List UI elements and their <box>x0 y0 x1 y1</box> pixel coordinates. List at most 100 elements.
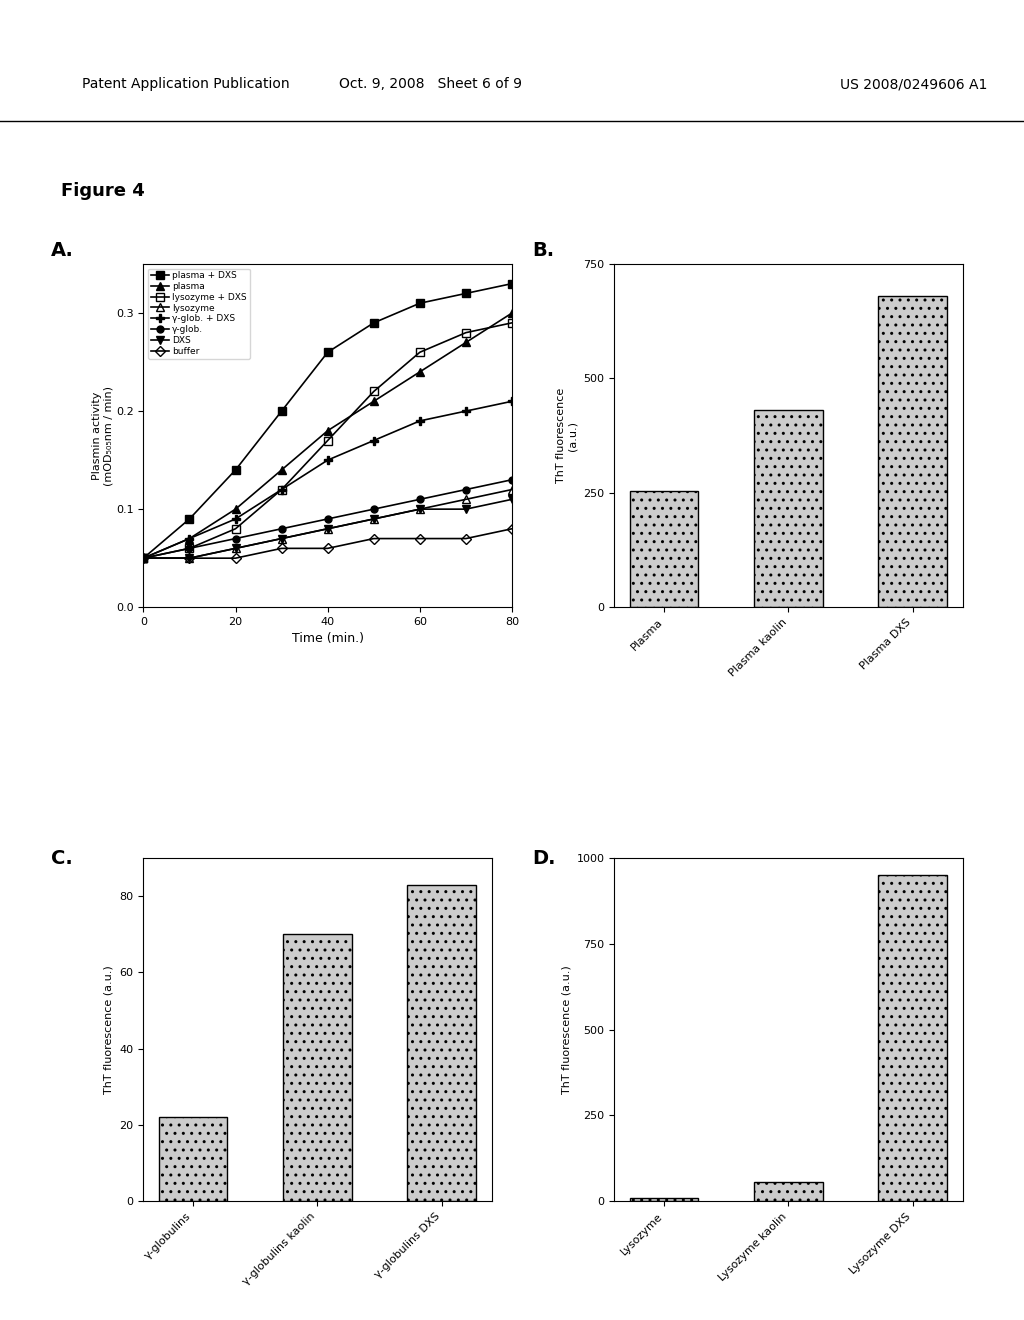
plasma <box>506 305 518 321</box>
plasma + DXS <box>368 315 380 331</box>
lysozyme + DXS <box>506 315 518 331</box>
Line: buffer: buffer <box>140 525 515 561</box>
Y-axis label: ThT fluorescence (a.u.): ThT fluorescence (a.u.) <box>104 965 114 1094</box>
γ-glob. <box>368 502 380 517</box>
plasma + DXS <box>229 462 242 478</box>
γ-glob. + DXS <box>460 403 472 418</box>
lysozyme <box>414 502 426 517</box>
γ-glob. <box>275 521 288 537</box>
lysozyme <box>183 550 196 566</box>
lysozyme + DXS <box>368 384 380 400</box>
buffer <box>414 531 426 546</box>
plasma + DXS <box>275 403 288 418</box>
DXS <box>368 511 380 527</box>
Legend: plasma + DXS, plasma, lysozyme + DXS, lysozyme, γ-glob. + DXS, γ-glob., DXS, buf: plasma + DXS, plasma, lysozyme + DXS, ly… <box>147 268 250 359</box>
plasma + DXS <box>183 511 196 527</box>
Y-axis label: ThT fluorescence
(a.u.): ThT fluorescence (a.u.) <box>556 388 578 483</box>
X-axis label: Time (min.): Time (min.) <box>292 632 364 645</box>
Bar <box>879 875 947 1201</box>
Bar <box>879 296 947 607</box>
lysozyme <box>368 511 380 527</box>
γ-glob. + DXS <box>137 550 150 566</box>
lysozyme <box>322 521 334 537</box>
Text: Patent Application Publication: Patent Application Publication <box>82 78 290 91</box>
buffer <box>368 531 380 546</box>
plasma <box>460 334 472 350</box>
lysozyme <box>460 491 472 507</box>
γ-glob. + DXS <box>506 393 518 409</box>
plasma <box>229 502 242 517</box>
DXS <box>414 502 426 517</box>
Line: plasma: plasma <box>139 309 516 562</box>
γ-glob. <box>506 471 518 487</box>
Text: C.: C. <box>51 849 73 867</box>
Bar <box>408 884 476 1201</box>
Text: D.: D. <box>532 849 556 867</box>
γ-glob. + DXS <box>322 453 334 469</box>
Bar <box>630 1199 698 1201</box>
γ-glob. + DXS <box>368 433 380 449</box>
Bar <box>755 411 822 607</box>
plasma <box>275 462 288 478</box>
Bar <box>630 491 698 607</box>
plasma <box>414 364 426 380</box>
plasma <box>368 393 380 409</box>
plasma + DXS <box>322 345 334 360</box>
γ-glob. + DXS <box>275 482 288 498</box>
Text: Oct. 9, 2008   Sheet 6 of 9: Oct. 9, 2008 Sheet 6 of 9 <box>339 78 521 91</box>
buffer <box>137 550 150 566</box>
Text: B.: B. <box>532 242 555 260</box>
plasma <box>322 422 334 438</box>
Y-axis label: ThT fluorescence (a.u.): ThT fluorescence (a.u.) <box>561 965 571 1094</box>
Text: Figure 4: Figure 4 <box>61 182 145 201</box>
plasma + DXS <box>137 550 150 566</box>
Line: lysozyme: lysozyme <box>139 486 516 562</box>
DXS <box>506 491 518 507</box>
buffer <box>460 531 472 546</box>
Bar <box>755 1183 822 1201</box>
plasma <box>137 550 150 566</box>
Bar <box>159 1117 227 1201</box>
Text: US 2008/0249606 A1: US 2008/0249606 A1 <box>840 78 987 91</box>
DXS <box>137 550 150 566</box>
γ-glob. <box>460 482 472 498</box>
γ-glob. <box>137 550 150 566</box>
Line: γ-glob.: γ-glob. <box>140 477 515 561</box>
γ-glob. <box>183 540 196 556</box>
lysozyme + DXS <box>322 433 334 449</box>
lysozyme + DXS <box>229 521 242 537</box>
lysozyme + DXS <box>183 540 196 556</box>
DXS <box>229 540 242 556</box>
Line: DXS: DXS <box>139 495 516 562</box>
DXS <box>322 521 334 537</box>
lysozyme + DXS <box>137 550 150 566</box>
buffer <box>506 521 518 537</box>
Y-axis label: Plasmin activity
(mOD₅₀₅nm / min): Plasmin activity (mOD₅₀₅nm / min) <box>91 385 113 486</box>
lysozyme <box>229 540 242 556</box>
lysozyme <box>275 531 288 546</box>
γ-glob. <box>414 491 426 507</box>
γ-glob. <box>229 531 242 546</box>
plasma + DXS <box>506 276 518 292</box>
buffer <box>183 550 196 566</box>
lysozyme <box>137 550 150 566</box>
lysozyme + DXS <box>460 325 472 341</box>
Line: γ-glob. + DXS: γ-glob. + DXS <box>139 397 516 562</box>
Line: lysozyme + DXS: lysozyme + DXS <box>139 318 516 562</box>
lysozyme + DXS <box>275 482 288 498</box>
γ-glob. <box>322 511 334 527</box>
DXS <box>275 531 288 546</box>
plasma + DXS <box>414 296 426 312</box>
buffer <box>229 550 242 566</box>
DXS <box>183 550 196 566</box>
plasma <box>183 531 196 546</box>
plasma + DXS <box>460 285 472 301</box>
Line: plasma + DXS: plasma + DXS <box>139 280 516 562</box>
DXS <box>460 502 472 517</box>
lysozyme + DXS <box>414 345 426 360</box>
Bar <box>284 935 351 1201</box>
buffer <box>322 540 334 556</box>
buffer <box>275 540 288 556</box>
γ-glob. + DXS <box>414 413 426 429</box>
γ-glob. + DXS <box>183 531 196 546</box>
